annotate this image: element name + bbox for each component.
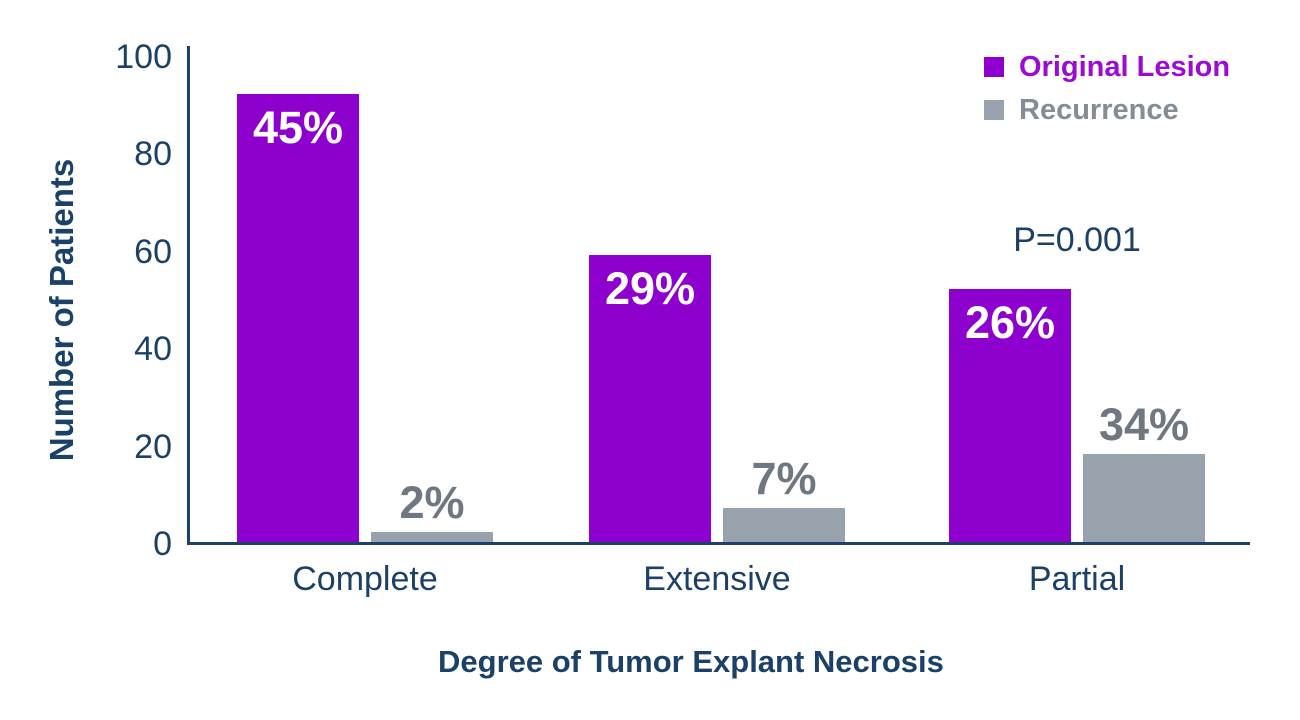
legend-item-original-lesion: Original Lesion	[984, 49, 1230, 85]
bar-recurrence-complete	[371, 532, 493, 542]
y-axis-line	[187, 46, 190, 542]
legend: Original Lesion Recurrence	[984, 49, 1230, 128]
y-tick-label-0: 0	[153, 525, 172, 563]
bar-value-label-original-partial: 26%	[964, 296, 1056, 348]
y-tick-label-20: 20	[134, 427, 172, 466]
y-tick-label-60: 60	[134, 232, 172, 271]
bar-recurrence-partial	[1083, 454, 1205, 542]
bar-recurrence-extensive	[723, 507, 845, 542]
bar-value-label-original-complete: 45%	[252, 101, 344, 153]
y-tick-label-40: 40	[134, 330, 172, 369]
bar-original-lesion-partial	[949, 288, 1071, 542]
x-tick-label-complete: Complete	[292, 560, 438, 598]
x-tick-label-extensive: Extensive	[643, 560, 791, 598]
bar-value-label-original-extensive: 29%	[604, 262, 696, 314]
legend-label-original-lesion: Original Lesion	[1019, 50, 1231, 83]
legend-item-recurrence: Recurrence	[984, 92, 1230, 128]
y-tick-label-100: 100	[115, 38, 172, 76]
x-tick-label-partial: Partial	[1028, 560, 1126, 598]
bar-value-label-recurrence-extensive: 7%	[751, 452, 817, 504]
original-lesion-swatch	[984, 57, 1004, 77]
p-value-annotation: P=0.001	[1013, 221, 1141, 259]
x-axis-title: Degree of Tumor Explant Necrosis	[438, 644, 944, 679]
x-axis-line	[187, 542, 1250, 545]
bar-original-lesion-extensive	[589, 254, 711, 542]
bar-original-lesion-complete	[237, 93, 359, 542]
y-tick-label-80: 80	[134, 135, 172, 174]
y-axis-title: Number of Patients	[43, 158, 80, 462]
bar-value-label-recurrence-partial: 34%	[1098, 399, 1190, 451]
bar-value-label-recurrence-complete: 2%	[399, 477, 465, 529]
legend-label-recurrence: Recurrence	[1019, 93, 1179, 126]
recurrence-swatch	[984, 100, 1004, 120]
